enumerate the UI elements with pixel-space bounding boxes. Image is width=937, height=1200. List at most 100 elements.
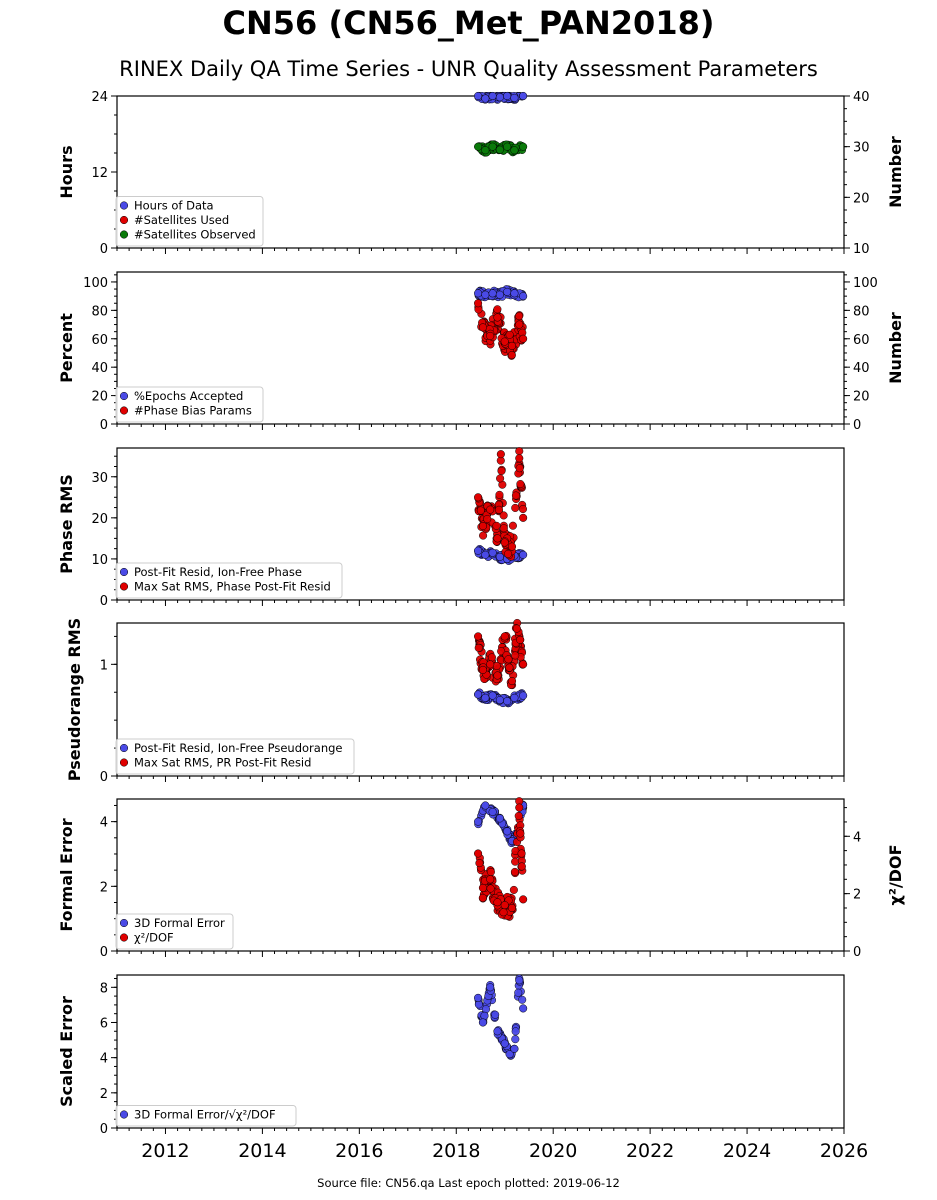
legend-box xyxy=(115,196,264,247)
data-point xyxy=(492,521,501,530)
data-point xyxy=(518,504,528,514)
data-point xyxy=(514,811,523,820)
data-point xyxy=(515,447,524,456)
data-point xyxy=(504,549,513,558)
data-point xyxy=(505,1050,514,1059)
data-point xyxy=(511,1035,520,1044)
y-tick-label: 6 xyxy=(100,1016,108,1031)
legend-marker xyxy=(119,230,129,239)
data-point xyxy=(510,289,519,298)
data-point xyxy=(508,521,517,530)
y-tick-label: 0 xyxy=(100,770,108,785)
data-point xyxy=(514,988,523,997)
data-point xyxy=(510,1044,519,1053)
data-point xyxy=(488,289,497,298)
data-point xyxy=(519,895,528,904)
data-point xyxy=(519,292,528,301)
legend-label: Max Sat RMS, PR Post-Fit Resid xyxy=(134,756,311,770)
x-tick-label: 2012 xyxy=(141,1140,189,1162)
data-point xyxy=(475,859,484,868)
y-tick-label: 40 xyxy=(91,361,108,376)
y-right-tick-label: 40 xyxy=(853,90,870,105)
y-tick-label: 2 xyxy=(100,880,108,895)
x-tick-label: 2014 xyxy=(238,1140,286,1162)
y-right-tick-label: 60 xyxy=(853,333,870,348)
data-point xyxy=(510,93,519,102)
y-axis-label: Hours xyxy=(57,145,76,198)
legend-box xyxy=(115,1105,297,1127)
data-point xyxy=(503,827,512,836)
data-point xyxy=(491,1010,500,1019)
data-point xyxy=(474,993,483,1002)
data-point xyxy=(504,655,513,664)
data-point xyxy=(481,550,490,559)
data-point xyxy=(517,849,526,858)
data-point xyxy=(481,1005,491,1014)
data-point xyxy=(519,660,528,669)
data-point xyxy=(511,1027,520,1036)
y-right-tick-label: 4 xyxy=(853,830,861,845)
data-point xyxy=(483,514,492,524)
y-axis-label: Percent xyxy=(57,313,76,383)
data-point xyxy=(486,884,495,893)
y-tick-label: 60 xyxy=(91,333,108,348)
x-tick-label: 2022 xyxy=(626,1140,674,1162)
data-point xyxy=(511,857,520,866)
data-point xyxy=(481,94,490,103)
data-point xyxy=(474,817,483,826)
data-point xyxy=(493,534,502,543)
data-point xyxy=(499,524,508,533)
legend-marker xyxy=(119,758,129,767)
y-tick-label: 2 xyxy=(100,1087,108,1102)
y-tick-label: 4 xyxy=(100,816,108,831)
y-axis-label-right: Number xyxy=(886,312,905,384)
data-point xyxy=(495,93,504,102)
data-point xyxy=(500,1039,509,1048)
data-point xyxy=(474,289,483,298)
data-point xyxy=(488,548,497,557)
y-right-tick-label: 30 xyxy=(853,141,870,156)
y-tick-label: 8 xyxy=(100,981,108,996)
legend-marker xyxy=(119,582,129,591)
data-point xyxy=(494,505,504,514)
y-right-tick-label: 20 xyxy=(853,191,870,206)
y-tick-label: 1 xyxy=(100,658,108,673)
data-point xyxy=(495,490,504,499)
data-point xyxy=(516,829,525,838)
y-tick-label: 0 xyxy=(100,594,108,609)
data-point xyxy=(478,893,487,902)
legend-marker xyxy=(119,1110,129,1119)
data-point xyxy=(486,875,495,884)
data-point xyxy=(511,651,520,660)
data-point xyxy=(480,1011,489,1020)
legend-label: χ²/DOF xyxy=(134,931,174,945)
y-tick-label: 0 xyxy=(100,242,108,257)
legend-marker xyxy=(119,391,129,401)
data-point xyxy=(488,91,497,101)
y-tick-label: 24 xyxy=(91,90,108,105)
data-point xyxy=(493,305,502,314)
y-tick-label: 0 xyxy=(100,945,108,960)
data-point xyxy=(486,505,495,514)
data-point xyxy=(486,331,495,340)
y-right-tick-label: 20 xyxy=(853,390,870,405)
data-point xyxy=(481,146,490,155)
data-point xyxy=(507,903,517,913)
data-point xyxy=(519,91,528,101)
data-point xyxy=(493,313,502,322)
y-tick-label: 20 xyxy=(91,390,108,405)
data-point xyxy=(478,883,487,892)
data-point xyxy=(503,697,512,706)
data-point xyxy=(511,491,521,500)
data-point xyxy=(503,91,512,101)
y-axis-label: Phase RMS xyxy=(57,474,76,574)
y-tick-label: 30 xyxy=(91,471,108,486)
legend-box xyxy=(115,913,234,950)
legend-marker xyxy=(119,933,129,942)
data-point xyxy=(474,849,483,858)
data-point xyxy=(486,867,495,877)
y-tick-label: 0 xyxy=(100,1122,108,1137)
legend-box xyxy=(115,386,264,423)
data-point xyxy=(499,908,508,917)
data-point xyxy=(496,450,505,459)
